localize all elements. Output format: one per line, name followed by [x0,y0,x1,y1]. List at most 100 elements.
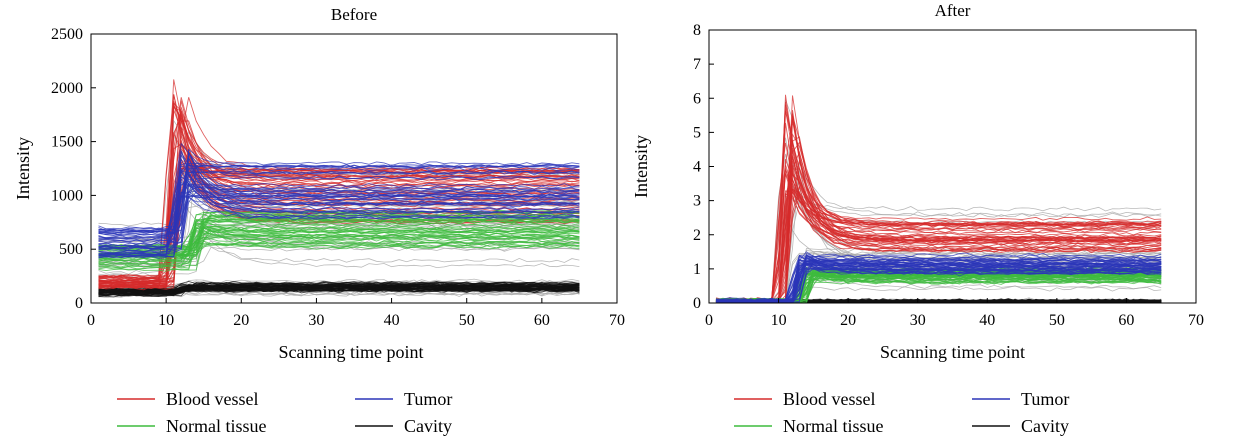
series-line [98,167,580,257]
x-tick-label: 0 [705,312,713,329]
series-line [98,218,580,248]
legend: Blood vessel Tumor Normal tissue Cavity [734,389,1069,436]
series-line [98,223,580,257]
x-tick-label: 50 [459,312,475,329]
series-line [98,280,580,293]
plot-frame [90,33,618,304]
series-line [98,177,580,254]
series-cavity [98,280,580,298]
legend-label: Blood vessel [166,389,259,409]
legend-label: Tumor [1021,389,1069,409]
y-axis-label: Intensity [631,135,651,198]
series-line [98,114,580,285]
series-line [98,176,580,254]
legend-label: Blood vessel [783,389,876,409]
series-line [98,229,580,264]
legend: Blood vessel Tumor Normal tissue Cavity [117,389,452,436]
series-line [98,284,580,296]
series-line [715,258,1162,303]
series-line [715,266,1162,303]
y-tick-label: 0 [75,295,83,312]
series-line [98,166,580,243]
legend-label: Cavity [1021,416,1069,436]
y-tick-label: 4 [693,159,701,176]
series-line [715,142,1162,303]
series-line [98,282,580,294]
series-line [715,259,1162,303]
series-line [98,217,580,259]
x-tick-label: 30 [308,312,324,329]
series-line [98,233,580,272]
series-line [98,243,580,263]
series-line [98,194,580,249]
y-tick-label: 1000 [51,187,83,204]
x-tick-label: 70 [609,312,625,329]
x-tick-label: 0 [87,312,95,329]
x-tick-label: 30 [910,312,926,329]
x-tick-label: 20 [840,312,856,329]
x-tick-label: 60 [1118,312,1134,329]
y-tick-label: 3 [693,193,701,210]
series-line [98,97,580,287]
x-tick-label: 40 [979,312,995,329]
series-line [98,151,580,259]
chart-title: After [935,1,971,20]
x-tick-label: 70 [1188,312,1204,329]
y-tick-label: 500 [59,241,83,258]
x-axis-label: Scanning time point [880,342,1025,362]
y-tick-label: 0 [693,295,701,312]
curves [715,94,1162,303]
y-tick-label: 5 [693,124,701,141]
series-line [98,150,580,253]
series-line [98,142,580,256]
series-normal-tissue [98,209,580,272]
curves [98,79,580,299]
series-line [716,261,1162,303]
legend-label: Normal tissue [166,416,267,436]
series-line [98,221,580,254]
series-line [98,195,580,257]
y-tick-label: 2000 [51,80,83,97]
series-line [98,226,580,267]
x-tick-label: 20 [233,312,249,329]
legend-label: Tumor [404,389,452,409]
series-line [98,280,580,291]
x-tick-label: 50 [1049,312,1065,329]
y-tick-label: 6 [693,90,701,107]
series-line [98,148,580,235]
series-line [715,188,1162,302]
y-tick-label: 1500 [51,134,83,151]
legend-label: Normal tissue [783,416,884,436]
series-line [715,168,1162,303]
series-line [98,240,580,257]
series-line [715,193,1162,303]
series-tumor [98,142,580,259]
series-blood-vessel [715,94,1162,303]
x-axis-label: Scanning time point [279,342,424,362]
chart-title: Before [331,5,377,24]
y-tick-label: 7 [693,56,701,73]
series-line [715,261,1162,303]
series-line [715,157,1162,303]
x-tick-label: 10 [771,312,787,329]
y-axis-label: Intensity [13,137,33,200]
series-line [715,95,1162,303]
series-line [98,109,580,289]
series-line [98,226,580,268]
series-line [715,171,1162,303]
y-tick-label: 2500 [51,26,83,43]
series-line [98,287,580,293]
series-line [98,170,580,245]
series-line [715,264,1162,303]
x-tick-label: 40 [384,312,400,329]
series-line [98,235,580,249]
chart-panel-1: 0 10 20 30 40 50 60 70 0 500 1000 1500 2000 2500 Befor… [13,5,625,436]
x-tick-label: 60 [534,312,550,329]
legend-label: Cavity [404,416,452,436]
series-line [98,131,580,283]
chart-panel-2: 0 10 20 30 40 50 60 70 0 1 2 3 4 5 6 7 8 After Scanning ti… [631,1,1204,436]
x-tick-label: 10 [158,312,174,329]
y-tick-label: 1 [693,261,701,278]
y-tick-label: 2 [693,227,701,244]
